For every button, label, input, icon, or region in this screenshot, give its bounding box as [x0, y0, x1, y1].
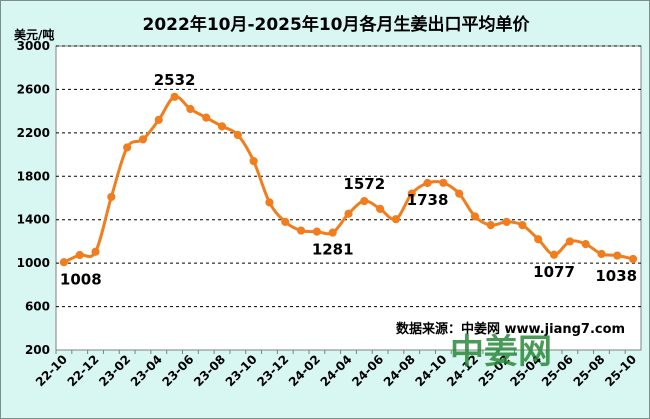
data-point [312, 227, 321, 236]
plot-area [55, 45, 642, 351]
x-tick-label: 25-10 [602, 352, 639, 389]
data-point [360, 196, 369, 206]
x-tick-label: 22-10 [33, 352, 70, 389]
y-tick-label: 3000 [17, 39, 50, 53]
data-point [296, 226, 306, 235]
data-point [391, 215, 401, 224]
data-point [202, 113, 211, 122]
data-label: 1077 [533, 263, 575, 281]
x-tick-label: 23-08 [191, 352, 228, 389]
data-point [123, 143, 132, 152]
gridlines [56, 45, 641, 308]
x-tick-label: 25-08 [571, 352, 608, 389]
data-point [265, 198, 274, 207]
data-point [233, 130, 242, 140]
data-point [249, 156, 258, 166]
x-tick-label: 23-02 [96, 352, 133, 389]
data-label: 1738 [407, 191, 449, 209]
data-points [59, 92, 638, 267]
x-tick-label: 24-04 [318, 352, 355, 389]
y-axis-unit-label: 美元/吨 [14, 27, 54, 42]
y-tick-label: 2200 [17, 126, 50, 140]
data-point [107, 192, 116, 202]
data-point [581, 240, 590, 249]
x-tick-label: 24-08 [381, 352, 418, 389]
data-label: 1281 [312, 241, 354, 259]
y-tick-label: 1800 [17, 169, 50, 183]
y-tick-label: 1000 [17, 256, 50, 270]
data-point [423, 178, 432, 188]
data-point [597, 249, 606, 259]
data-point [91, 247, 100, 256]
data-point [75, 250, 84, 260]
data-point [59, 258, 69, 267]
data-label: 1038 [595, 267, 637, 285]
x-tick-label: 22-12 [65, 352, 102, 389]
data-point [376, 204, 385, 213]
chart-title: 2022年10月-2025年10月各月生姜出口平均单价 [143, 14, 531, 35]
data-point [565, 237, 574, 246]
data-point [470, 212, 480, 221]
watermark-logo: 中姜网 [450, 332, 552, 372]
data-point [344, 209, 353, 218]
x-tick-label: 23-12 [254, 352, 291, 389]
data-point [281, 217, 290, 226]
y-tick-label: 600 [25, 300, 50, 314]
data-point [154, 115, 163, 124]
data-labels: 1008 2532 1281 1572 1738 1077 1038 [60, 71, 637, 288]
y-tick-label: 200 [25, 343, 50, 357]
data-point [486, 221, 495, 230]
data-point [217, 122, 227, 131]
x-tick-label: 24-02 [286, 352, 323, 389]
data-point [502, 217, 511, 226]
data-point [628, 254, 638, 264]
data-label: 1572 [343, 175, 385, 193]
data-point [518, 221, 527, 230]
x-tick-label: 24-10 [412, 352, 449, 389]
data-point [186, 104, 195, 114]
data-point [170, 92, 179, 101]
data-point [138, 135, 148, 144]
y-tick-label: 2600 [17, 82, 50, 96]
data-point [549, 250, 559, 259]
data-point [613, 251, 622, 260]
x-tick-label: 23-04 [128, 352, 165, 389]
x-tick-label: 24-06 [349, 352, 386, 389]
data-source-annotation: 数据来源：中姜网 www.jiang7.com [396, 321, 625, 337]
data-point [534, 235, 543, 244]
x-tick-label: 23-06 [159, 352, 196, 389]
data-label: 1008 [60, 270, 102, 288]
data-label: 2532 [154, 71, 196, 89]
y-tick-label: 1400 [17, 213, 50, 227]
data-point [407, 189, 416, 198]
data-point [455, 189, 464, 198]
x-tick-label: 23-10 [223, 352, 260, 389]
data-point [439, 178, 448, 187]
data-point [328, 228, 337, 237]
y-axis-ticks: 200 600 1000 1400 1800 2200 2600 3000 [17, 39, 50, 357]
